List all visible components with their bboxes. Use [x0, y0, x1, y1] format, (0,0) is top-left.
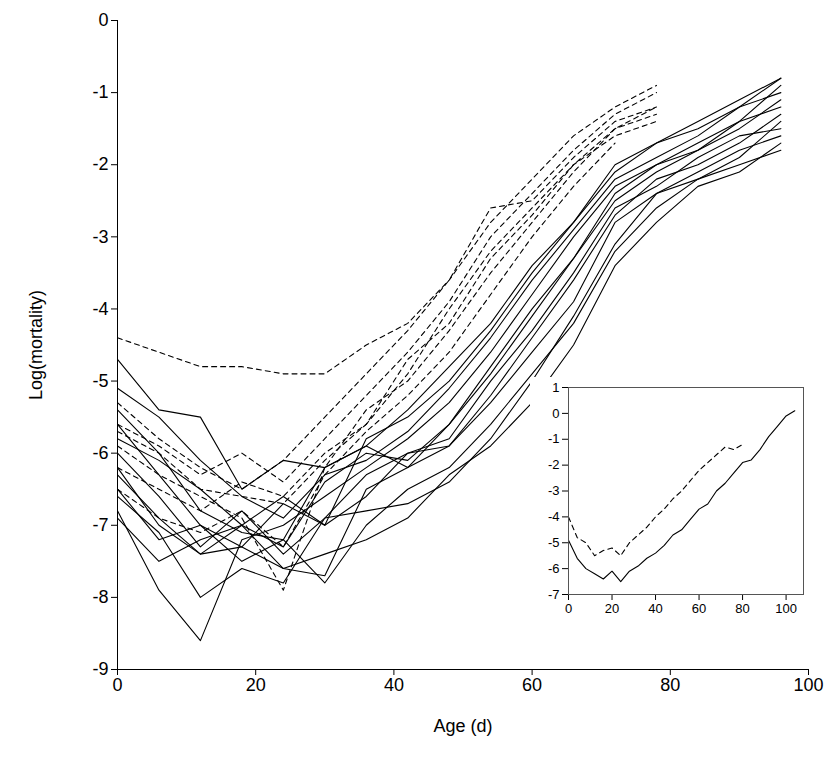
svg-text:20: 20 [605, 601, 619, 616]
svg-text:40: 40 [648, 601, 662, 616]
svg-text:-4: -4 [92, 299, 108, 319]
svg-text:100: 100 [775, 601, 797, 616]
svg-text:-1: -1 [92, 82, 108, 102]
svg-text:-5: -5 [548, 535, 560, 550]
svg-text:40: 40 [384, 675, 404, 695]
svg-text:1: 1 [552, 380, 559, 395]
svg-text:-7: -7 [92, 515, 108, 535]
svg-text:100: 100 [793, 675, 823, 695]
svg-text:-6: -6 [548, 561, 560, 576]
svg-text:0: 0 [98, 10, 108, 30]
svg-text:-1: -1 [548, 431, 560, 446]
svg-text:0: 0 [565, 601, 572, 616]
svg-text:80: 80 [735, 601, 749, 616]
svg-text:Log(mortality): Log(mortality) [26, 290, 46, 400]
svg-text:-7: -7 [548, 587, 560, 602]
svg-text:-3: -3 [92, 227, 108, 247]
svg-text:0: 0 [112, 675, 122, 695]
svg-text:Age (d): Age (d) [433, 716, 492, 736]
svg-text:60: 60 [522, 675, 542, 695]
svg-text:60: 60 [692, 601, 706, 616]
svg-text:20: 20 [246, 675, 266, 695]
svg-text:-2: -2 [548, 457, 560, 472]
svg-text:-8: -8 [92, 587, 108, 607]
svg-text:-2: -2 [92, 154, 108, 174]
svg-text:-9: -9 [92, 659, 108, 679]
svg-text:-5: -5 [92, 371, 108, 391]
svg-text:-6: -6 [92, 443, 108, 463]
svg-text:80: 80 [660, 675, 680, 695]
svg-text:0: 0 [552, 406, 559, 421]
svg-text:-3: -3 [548, 483, 560, 498]
svg-text:-4: -4 [548, 509, 560, 524]
